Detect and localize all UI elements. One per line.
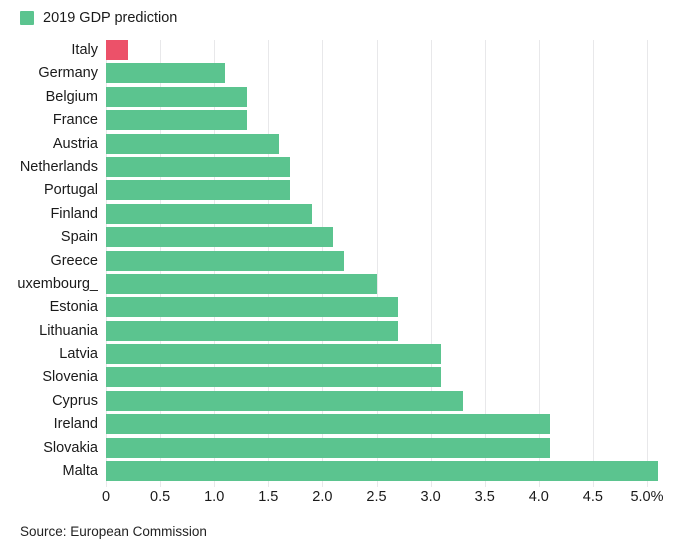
bar <box>106 344 442 365</box>
category-label: Latvia <box>59 346 98 363</box>
category-label: Cyprus <box>52 392 98 409</box>
bar <box>106 110 247 131</box>
bar <box>106 297 399 318</box>
bar <box>106 320 399 341</box>
x-tick-label: 2.5 <box>366 489 387 505</box>
x-tick-label: 2.0 <box>312 489 333 505</box>
bar-row: Portugal <box>0 180 696 203</box>
category-label: Slovakia <box>43 439 98 456</box>
category-label: Belgium <box>45 88 98 105</box>
bar-row: Cyprus <box>0 390 696 414</box>
x-tick-label: 0 <box>101 489 111 505</box>
category-label: France <box>52 112 98 129</box>
category-label: Estonia <box>49 299 98 316</box>
x-tick-label: 1.5 <box>258 489 279 505</box>
source-note: Source: European Commission <box>20 524 207 539</box>
bar-row: Finland <box>0 203 696 227</box>
bar-row: France <box>0 110 696 133</box>
bar <box>106 63 226 84</box>
bar-row: Belgium <box>0 86 696 110</box>
bar-row: Slovakia <box>0 437 696 461</box>
category-label: Netherlands <box>19 158 98 175</box>
bar <box>106 390 464 411</box>
bar <box>106 437 550 458</box>
bar-row: Malta <box>0 461 696 484</box>
bar-row: Austria <box>0 133 696 157</box>
x-tick-label: 4.0 <box>528 489 549 505</box>
bar <box>106 133 280 154</box>
x-axis-tick-labels: 0 0.5 1.0 1.5 2.0 2.5 3.0 3.5 4.0 4.5 5.0% <box>0 489 696 515</box>
bar <box>106 86 247 107</box>
bar-row: Germany <box>0 63 696 86</box>
x-tick-label: 3.0 <box>420 489 441 505</box>
category-label: Ireland <box>53 416 98 433</box>
bar-row: Greece <box>0 250 696 274</box>
x-tick-label: 3.5 <box>474 489 495 505</box>
category-label: Slovenia <box>42 369 98 386</box>
legend-swatch-icon <box>20 11 34 25</box>
category-label: Finland <box>50 205 98 222</box>
x-tick-label: 0.5 <box>150 489 171 505</box>
bar-row: _uxembourg <box>0 273 696 297</box>
bar <box>106 40 128 60</box>
bar <box>106 156 290 177</box>
chart-plot-area: Italy Germany Belgium France Austria Netherla… <box>0 36 696 489</box>
category-label: Germany <box>38 65 98 82</box>
bar <box>106 461 658 482</box>
x-tick-label: 4.5 <box>582 489 603 505</box>
bar-row: Spain <box>0 227 696 250</box>
category-label: _uxembourg <box>17 275 98 292</box>
bar-row: Ireland <box>0 414 696 437</box>
bar <box>106 180 290 201</box>
bar-row: Latvia <box>0 344 696 367</box>
bar <box>106 367 442 388</box>
category-label: Malta <box>62 463 98 480</box>
category-label: Greece <box>50 252 98 269</box>
category-label: Portugal <box>43 182 98 199</box>
category-label: Spain <box>60 229 98 246</box>
chart-bars: Italy Germany Belgium France Austria Netherla… <box>0 40 696 484</box>
x-tick-label: 5.0% <box>630 489 664 505</box>
category-label: Austria <box>52 135 98 152</box>
bar <box>106 203 312 224</box>
bar <box>106 414 550 435</box>
bar <box>106 250 345 271</box>
category-label: Italy <box>71 42 98 58</box>
legend-label: 2019 GDP prediction <box>43 9 178 26</box>
bar-row: Lithuania <box>0 320 696 344</box>
bar-row: Italy <box>0 40 696 63</box>
bar-row: Estonia <box>0 297 696 320</box>
category-label: Lithuania <box>39 322 98 339</box>
x-tick-label: 1.0 <box>204 489 225 505</box>
bar <box>106 227 334 248</box>
bar-row: Netherlands <box>0 156 696 180</box>
chart-legend: 2019 GDP prediction <box>20 9 177 27</box>
bar <box>106 273 377 294</box>
bar-row: Slovenia <box>0 367 696 390</box>
